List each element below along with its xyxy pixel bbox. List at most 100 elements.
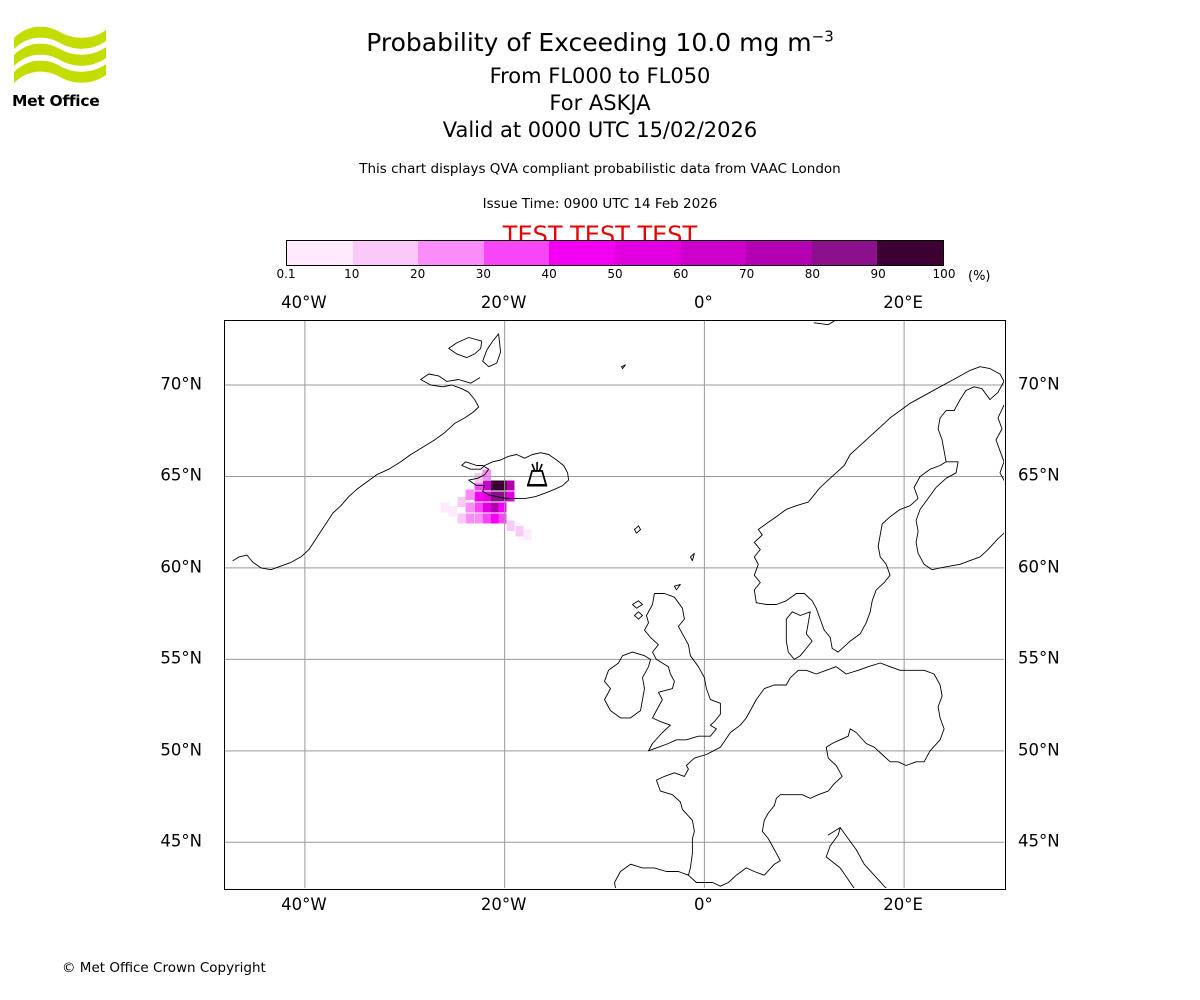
coastline-path bbox=[634, 611, 643, 620]
coastline-path bbox=[839, 827, 887, 888]
coastline-path bbox=[813, 321, 835, 326]
lat-label-left-1: 65°N bbox=[160, 465, 202, 485]
lat-label-right-0: 70°N bbox=[1018, 374, 1060, 394]
colorbar-segment-8 bbox=[811, 241, 878, 265]
coastline-path bbox=[604, 651, 651, 719]
colorbar-tick-40: 40 bbox=[541, 267, 557, 281]
colorbar-tick-30: 30 bbox=[475, 267, 492, 281]
lat-label-right-5: 45°N bbox=[1018, 831, 1060, 851]
colorbar-segment-2 bbox=[418, 241, 484, 265]
ash-probability-layer bbox=[440, 469, 532, 541]
colorbar-tick-10: 10 bbox=[344, 267, 360, 281]
issue-time: Issue Time: 0900 UTC 14 Feb 2026 bbox=[482, 196, 718, 212]
lat-label-left-4: 50°N bbox=[160, 740, 202, 760]
colorbar-segment-3 bbox=[483, 241, 550, 265]
colorbar-tick-70: 70 bbox=[738, 267, 755, 281]
coastline-path bbox=[755, 380, 1004, 653]
probability-cell bbox=[506, 491, 515, 502]
lon-label-top-1: 20°W bbox=[480, 293, 527, 312]
lat-label-left-2: 60°N bbox=[160, 557, 202, 577]
map-canvas[interactable] bbox=[225, 321, 1004, 888]
lon-label-bottom-2: 0° bbox=[694, 895, 713, 914]
colorbar-tick-90: 90 bbox=[870, 267, 886, 281]
graticule-layer bbox=[225, 321, 1004, 888]
title-exponent: −3 bbox=[811, 27, 834, 46]
probability-cell bbox=[474, 491, 483, 502]
colorbar-segment-5 bbox=[614, 241, 681, 265]
probability-cell bbox=[474, 473, 483, 484]
coastline-path bbox=[632, 600, 643, 609]
lat-label-left-3: 55°N bbox=[160, 648, 202, 668]
coastline-path bbox=[644, 593, 721, 752]
probability-cell bbox=[498, 513, 507, 524]
coastline-path bbox=[448, 337, 483, 359]
colorbar-tick-80: 80 bbox=[804, 267, 821, 281]
lat-label-right-2: 60°N bbox=[1018, 557, 1060, 577]
colorbar-segment-0 bbox=[287, 241, 353, 265]
lat-label-right-4: 50°N bbox=[1018, 740, 1060, 760]
map-panel[interactable] bbox=[224, 320, 1006, 890]
probability-cell bbox=[498, 491, 507, 502]
probability-cell bbox=[440, 502, 449, 513]
lon-label-bottom-1: 20°W bbox=[480, 895, 527, 914]
colorbar-segment-7 bbox=[746, 241, 812, 265]
colorbar-gradient bbox=[286, 240, 944, 266]
probability-cell bbox=[523, 529, 532, 541]
probability-cell bbox=[457, 496, 466, 508]
coastline-path bbox=[461, 452, 570, 499]
probability-cell bbox=[490, 502, 499, 513]
probability-cell bbox=[490, 513, 499, 524]
colorbar-tick-50: 50 bbox=[607, 267, 623, 281]
probability-cell bbox=[482, 513, 491, 524]
lon-label-bottom-3: 20°E bbox=[883, 895, 923, 914]
volcano-marker[interactable] bbox=[526, 461, 548, 487]
coastline-path bbox=[785, 611, 813, 660]
probability-cell bbox=[482, 469, 491, 480]
coastline-layer bbox=[232, 321, 1004, 888]
lat-label-right-3: 55°N bbox=[1018, 648, 1060, 668]
coastline-path bbox=[634, 525, 641, 534]
probability-cell bbox=[498, 480, 507, 491]
colorbar-unit-label: (%) bbox=[968, 269, 991, 284]
probability-cell bbox=[506, 520, 515, 531]
probability-cell bbox=[474, 502, 483, 513]
title-volcano: For ASKJA bbox=[549, 91, 651, 115]
colorbar-tick-0.1: 0.1 bbox=[276, 267, 296, 281]
lon-label-top-2: 0° bbox=[694, 293, 713, 312]
lon-label-top-0: 40°W bbox=[281, 293, 327, 312]
coastline-path bbox=[614, 863, 689, 888]
title-main-text: Probability of Exceeding 10.0 mg m bbox=[366, 28, 812, 57]
copyright-notice: © Met Office Crown Copyright bbox=[62, 960, 266, 976]
colorbar-tick-100: 100 bbox=[932, 267, 956, 281]
probability-cell bbox=[506, 480, 515, 491]
probability-cell bbox=[465, 502, 474, 513]
probability-cell bbox=[448, 506, 457, 517]
coastline-path bbox=[753, 366, 1004, 604]
lon-label-top-3: 20°E bbox=[883, 293, 923, 312]
colorbar-tick-20: 20 bbox=[409, 267, 426, 281]
lat-label-left-0: 70°N bbox=[160, 374, 202, 394]
lat-label-left-5: 45°N bbox=[160, 831, 202, 851]
colorbar bbox=[286, 240, 944, 266]
colorbar-segment-1 bbox=[352, 241, 419, 265]
colorbar-tick-labels: 0.1 10 20 30 40 50 60 70 80 90 100 bbox=[276, 267, 955, 283]
probability-cell bbox=[482, 491, 491, 502]
coastline-path bbox=[825, 827, 855, 888]
probability-cell bbox=[490, 480, 499, 491]
colorbar-tick-60: 60 bbox=[673, 267, 689, 281]
probability-cell bbox=[465, 513, 474, 524]
met-office-logo bbox=[12, 22, 108, 112]
chart-title-block: Probability of Exceeding 10.0 mg m−3 Fro… bbox=[0, 0, 1200, 249]
met-office-logo-text: Met Office bbox=[12, 92, 100, 110]
title-flight-levels: From FL000 to FL050 bbox=[489, 64, 711, 88]
probability-cell bbox=[465, 489, 474, 500]
colorbar-segment-9 bbox=[877, 241, 943, 265]
volcano-icon[interactable] bbox=[526, 461, 548, 487]
title-valid-time: Valid at 0000 UTC 15/02/2026 bbox=[442, 118, 758, 142]
probability-cell bbox=[482, 480, 491, 491]
coastline-path bbox=[673, 583, 681, 591]
page-title: Probability of Exceeding 10.0 mg m−3 bbox=[0, 0, 1200, 60]
coastline-path bbox=[232, 373, 481, 571]
probability-cell bbox=[457, 513, 466, 524]
qva-compliance-note: This chart displays QVA compliant probab… bbox=[359, 161, 841, 177]
